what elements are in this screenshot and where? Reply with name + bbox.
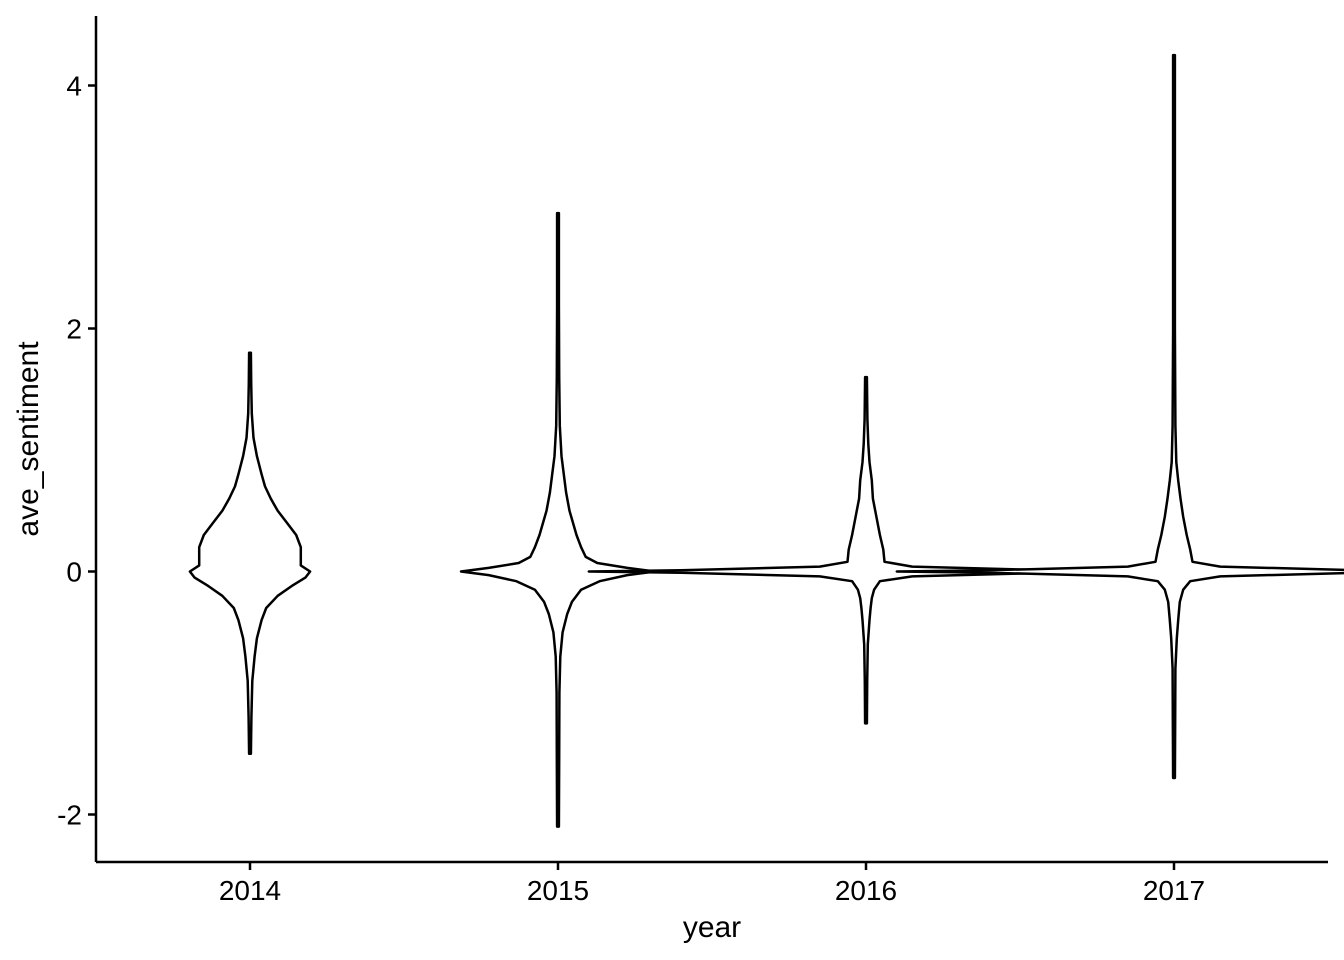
y-tick-label: 0 [66, 557, 82, 588]
x-axis-title: year [683, 911, 741, 944]
x-tick-label: 2015 [527, 875, 589, 906]
x-tick-label: 2014 [219, 875, 281, 906]
y-tick-label: -2 [57, 800, 82, 831]
violin-2014 [188, 351, 312, 756]
x-tick-label: 2017 [1143, 875, 1205, 906]
y-tick-label: 4 [66, 71, 82, 102]
y-axis-title: ave_sentiment [12, 341, 45, 537]
violin-group [188, 53, 1344, 828]
x-axis-ticks: 2014 2015 2016 2017 [219, 862, 1205, 906]
x-tick-label: 2016 [835, 875, 897, 906]
violin-2016 [587, 375, 1145, 725]
violin-2017 [895, 53, 1344, 780]
y-axis-ticks: -2 0 2 4 [57, 71, 96, 831]
y-tick-label: 2 [66, 314, 82, 345]
violin-2015 [459, 211, 657, 828]
